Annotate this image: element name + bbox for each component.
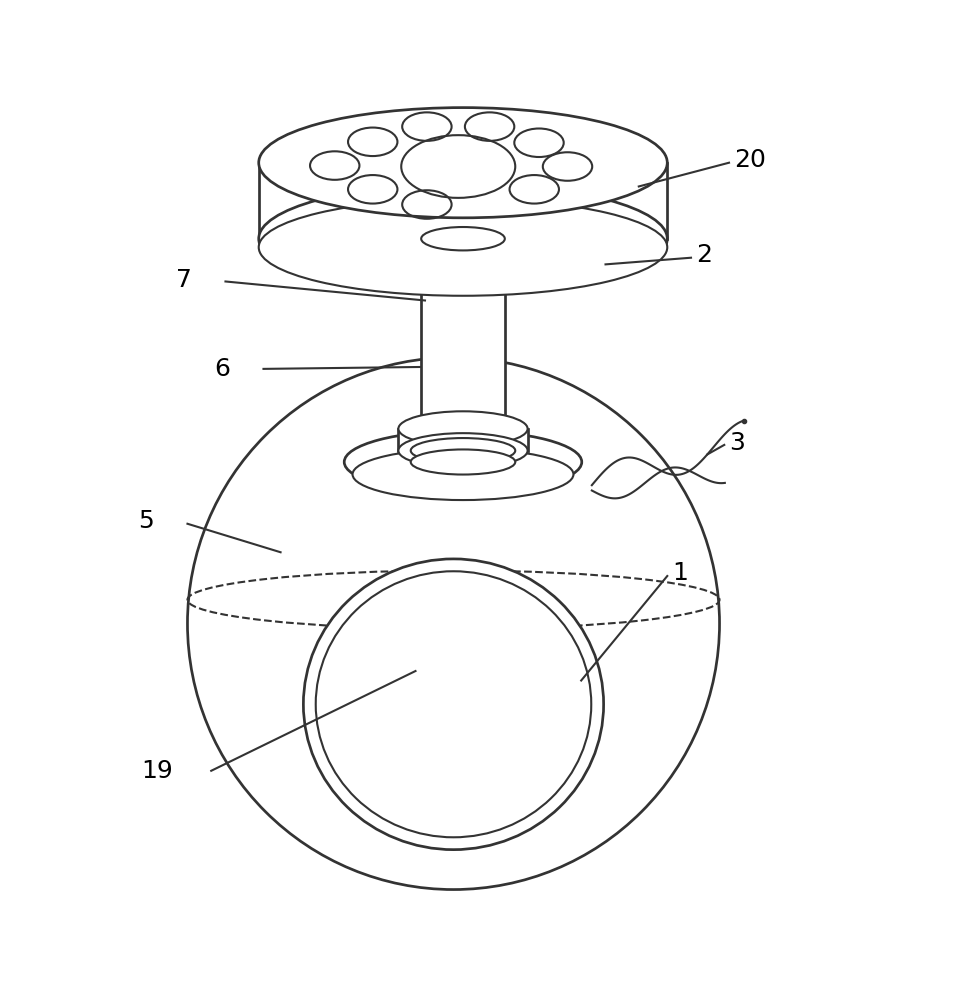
Text: 2: 2 [696,243,711,267]
Text: 3: 3 [729,431,745,455]
Bar [258,163,667,239]
Ellipse shape [421,417,505,440]
Ellipse shape [411,449,515,475]
Text: 7: 7 [176,268,192,292]
Ellipse shape [344,431,581,493]
Ellipse shape [258,184,667,294]
Text: 5: 5 [139,509,154,533]
Ellipse shape [353,449,574,500]
Ellipse shape [316,571,591,837]
Text: 1: 1 [672,561,688,585]
Ellipse shape [398,411,527,446]
Text: 20: 20 [734,148,765,172]
Bar [411,451,515,462]
Text: 6: 6 [214,357,230,381]
Ellipse shape [258,108,667,218]
Ellipse shape [398,433,527,468]
Text: 19: 19 [142,759,174,783]
Ellipse shape [421,227,505,250]
Ellipse shape [411,438,515,463]
Ellipse shape [304,559,603,850]
Bar [421,239,505,429]
Ellipse shape [258,199,667,296]
Bar [398,429,527,451]
Circle shape [187,357,719,890]
